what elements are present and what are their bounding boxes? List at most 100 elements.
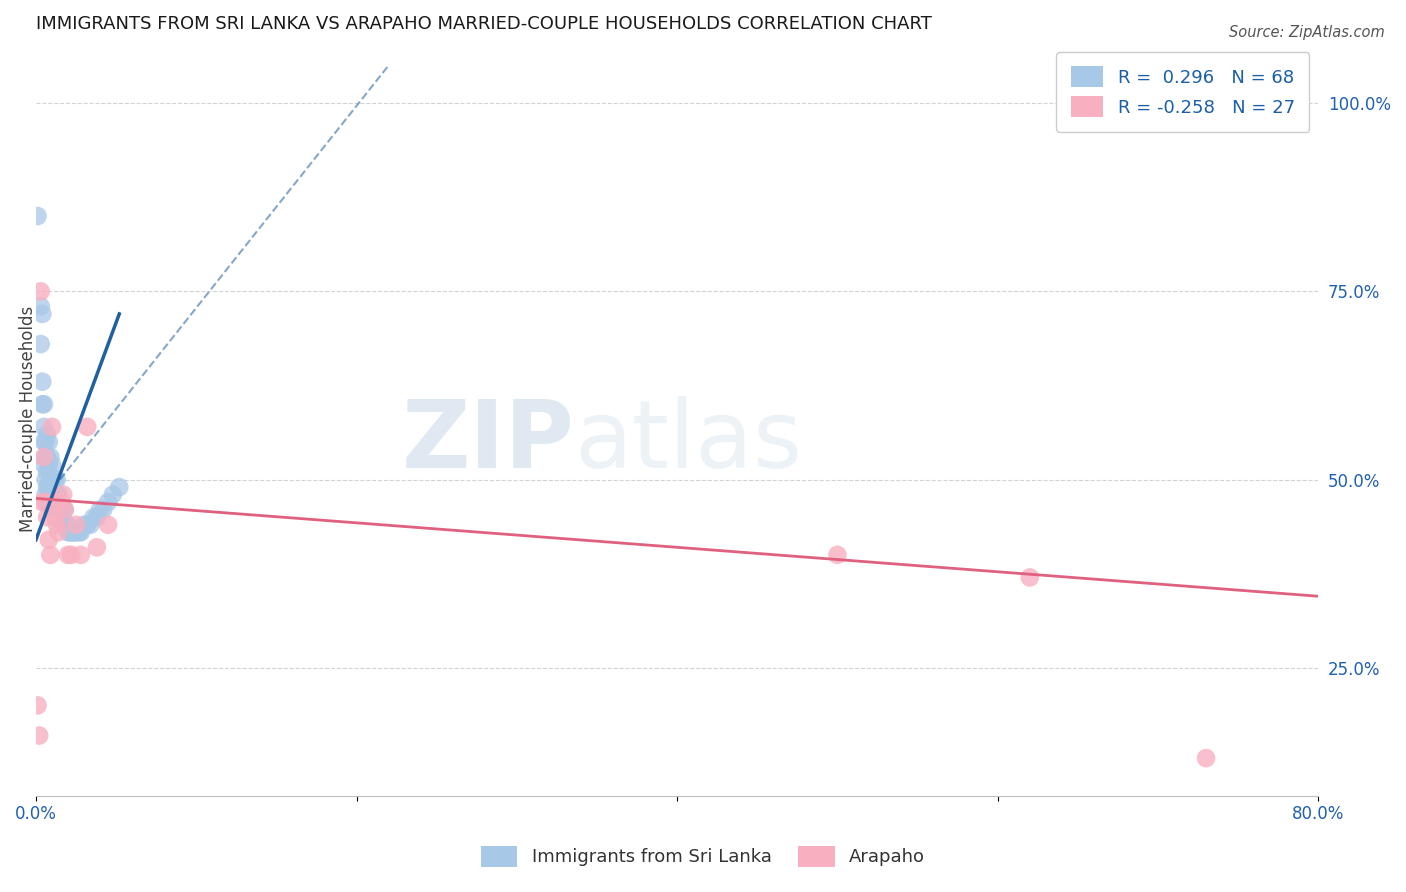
Point <box>45 487 67 501</box>
Point <box>48 502 70 516</box>
Point <box>44 487 66 501</box>
Point <box>108 480 131 494</box>
Point <box>30 299 52 313</box>
Point <box>41 458 63 472</box>
Point <box>51 502 73 516</box>
Point <box>65 525 87 540</box>
Point <box>48 525 70 540</box>
Point <box>28 729 51 743</box>
Point <box>38 458 60 472</box>
Point <box>37 450 59 464</box>
Point <box>38 480 60 494</box>
Point <box>44 510 66 524</box>
Point <box>52 502 75 516</box>
Point <box>53 502 76 516</box>
Point <box>97 495 120 509</box>
Point <box>39 548 62 562</box>
Point <box>1018 570 1040 584</box>
Point <box>60 525 83 540</box>
Point <box>49 510 72 524</box>
Point <box>34 487 56 501</box>
Point <box>32 458 55 472</box>
Point <box>48 487 70 501</box>
Point <box>30 285 52 299</box>
Point <box>56 548 79 562</box>
Point <box>69 548 91 562</box>
Point <box>67 525 90 540</box>
Point <box>37 510 59 524</box>
Legend: Immigrants from Sri Lanka, Arapaho: Immigrants from Sri Lanka, Arapaho <box>474 838 932 874</box>
Point <box>76 517 98 532</box>
Point <box>38 434 60 449</box>
Point <box>34 473 56 487</box>
Point <box>83 510 105 524</box>
Point <box>86 541 108 555</box>
Point <box>73 517 96 532</box>
Point <box>69 525 91 540</box>
Point <box>1195 751 1218 765</box>
Point <box>62 525 84 540</box>
Point <box>63 525 86 540</box>
Point <box>89 502 111 516</box>
Point <box>38 533 60 547</box>
Point <box>34 450 56 464</box>
Point <box>32 434 55 449</box>
Point <box>45 517 67 532</box>
Point <box>76 420 98 434</box>
Point <box>44 502 66 516</box>
Point <box>39 450 62 464</box>
Point <box>37 480 59 494</box>
Point <box>27 209 49 223</box>
Point <box>32 450 55 464</box>
Point <box>41 420 63 434</box>
Point <box>41 502 63 516</box>
Point <box>41 487 63 501</box>
Point <box>39 473 62 487</box>
Point <box>60 548 83 562</box>
Text: Source: ZipAtlas.com: Source: ZipAtlas.com <box>1229 25 1385 40</box>
Point <box>31 397 53 411</box>
Point <box>53 502 76 516</box>
Point <box>101 487 124 501</box>
Point <box>37 465 59 479</box>
Point <box>27 698 49 713</box>
Text: IMMIGRANTS FROM SRI LANKA VS ARAPAHO MARRIED-COUPLE HOUSEHOLDS CORRELATION CHART: IMMIGRANTS FROM SRI LANKA VS ARAPAHO MAR… <box>37 15 932 33</box>
Point <box>34 495 56 509</box>
Point <box>52 517 75 532</box>
Point <box>44 473 66 487</box>
Point <box>49 495 72 509</box>
Point <box>91 502 114 516</box>
Point <box>56 517 79 532</box>
Point <box>37 427 59 442</box>
Point <box>51 495 73 509</box>
Point <box>97 517 120 532</box>
Point <box>42 495 65 509</box>
Text: ZIP: ZIP <box>402 396 575 488</box>
Point <box>32 420 55 434</box>
Y-axis label: Married-couple Households: Married-couple Households <box>18 306 37 533</box>
Point <box>38 495 60 509</box>
Point <box>31 495 53 509</box>
Point <box>86 510 108 524</box>
Point <box>65 517 87 532</box>
Point <box>45 502 67 516</box>
Point <box>52 487 75 501</box>
Point <box>53 517 76 532</box>
Point <box>34 434 56 449</box>
Point <box>30 337 52 351</box>
Point <box>59 525 82 540</box>
Point <box>56 525 79 540</box>
Point <box>51 517 73 532</box>
Point <box>55 517 77 532</box>
Point <box>42 487 65 501</box>
Point <box>39 487 62 501</box>
Text: atlas: atlas <box>575 396 803 488</box>
Point <box>31 375 53 389</box>
Point <box>32 397 55 411</box>
Point <box>79 517 101 532</box>
Point <box>41 473 63 487</box>
Point <box>45 473 67 487</box>
Point <box>31 307 53 321</box>
Point <box>37 495 59 509</box>
Point <box>827 548 849 562</box>
